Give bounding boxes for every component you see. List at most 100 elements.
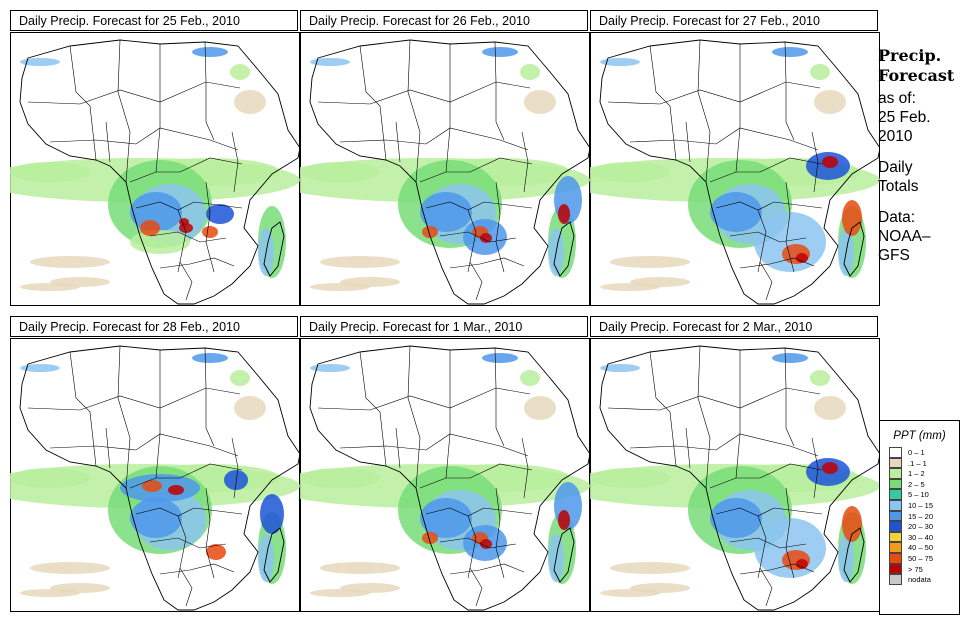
precip-blob: [320, 562, 400, 574]
legend-label: 20 – 30: [908, 522, 934, 532]
map-svg: [590, 32, 880, 306]
precip-blob: [796, 253, 808, 263]
precip-blob: [710, 192, 762, 232]
legend-item: 1 – 2: [889, 468, 959, 479]
country-border: [407, 345, 421, 489]
country-border: [339, 433, 529, 457]
precip-blob: [842, 200, 862, 236]
precip-blob: [142, 480, 162, 492]
country-border: [709, 157, 823, 183]
legend-item: 30 – 40: [889, 531, 959, 543]
country-border: [494, 347, 505, 447]
precip-blob: [10, 468, 90, 488]
precip-blob: [610, 562, 690, 574]
country-border: [155, 44, 161, 173]
country-border: [494, 41, 505, 141]
country-border: [449, 563, 525, 575]
precip-blob: [590, 162, 670, 182]
coastline: [19, 345, 300, 611]
precip-blob: [842, 506, 862, 542]
precip-field: [590, 353, 880, 597]
precip-blob: [202, 226, 218, 238]
country-border: [339, 127, 529, 151]
precip-blob: [524, 396, 556, 420]
madagascar-outline: [843, 527, 865, 583]
country-border: [521, 131, 529, 193]
forecast-panel-5: Daily Precip. Forecast for 1 Mar., 2010: [300, 316, 590, 612]
precip-blob: [260, 494, 284, 534]
side-caption: Precip. Forecast as of: 25 Feb. 2010 Dai…: [878, 46, 964, 265]
precip-blob: [814, 396, 846, 420]
map-svg: [590, 338, 880, 612]
legend-item: 0 – 1: [889, 447, 959, 458]
country-border: [205, 487, 215, 579]
legend-item: 2 – 5: [889, 478, 959, 490]
country-border: [811, 437, 819, 499]
precip-blob: [810, 370, 830, 386]
madagascar-outline: [553, 221, 575, 277]
precip-blob: [234, 90, 266, 114]
country-border: [495, 487, 505, 579]
precip-blob: [422, 226, 438, 238]
panel-title: Daily Precip. Forecast for 27 Feb., 2010: [590, 10, 878, 31]
precip-blob: [320, 256, 400, 268]
country-border: [759, 261, 773, 301]
country-border: [811, 131, 819, 193]
country-border: [445, 350, 451, 479]
legend-item: 50 – 75: [889, 552, 959, 564]
precip-blob: [524, 90, 556, 114]
country-border: [105, 121, 111, 163]
country-border: [419, 157, 533, 183]
precip-blob: [130, 230, 190, 254]
precip-map: [300, 338, 590, 612]
coastline: [19, 39, 300, 305]
as-of-label: as of:: [878, 90, 916, 107]
precip-blob: [600, 364, 640, 372]
precip-blob: [310, 364, 350, 372]
country-border: [105, 427, 111, 469]
country-border: [69, 351, 97, 467]
country-border: [495, 181, 505, 273]
country-border: [359, 45, 387, 161]
country-border: [735, 44, 741, 173]
precip-blob: [20, 283, 80, 291]
coastline: [309, 39, 590, 305]
precip-blob: [230, 370, 250, 386]
country-border: [467, 515, 477, 579]
country-border: [649, 351, 677, 467]
precip-blob: [230, 64, 250, 80]
country-border: [177, 209, 187, 273]
country-border: [179, 261, 193, 301]
country-border: [129, 463, 243, 489]
country-border: [784, 41, 795, 141]
country-border: [159, 257, 235, 269]
country-border: [685, 427, 691, 469]
precip-blob: [206, 204, 234, 224]
precip-blob: [310, 283, 370, 291]
legend-label: 50 – 75: [908, 553, 934, 563]
country-border: [449, 257, 525, 269]
legend-label: 0 – 1: [908, 448, 925, 457]
precip-map: [10, 338, 300, 612]
panel-title: Daily Precip. Forecast for 26 Feb., 2010: [300, 10, 588, 31]
precip-blob: [179, 218, 189, 226]
precip-blob: [224, 470, 248, 490]
country-border: [395, 121, 401, 163]
country-border: [117, 345, 131, 489]
precip-blob: [796, 559, 808, 569]
country-border: [27, 81, 241, 105]
legend-label: 15 – 20: [908, 511, 934, 521]
madagascar-outline: [263, 221, 285, 277]
legend-swatch: [889, 499, 902, 511]
country-border: [757, 209, 767, 273]
precip-blob: [300, 162, 380, 182]
precip-blob: [30, 256, 110, 268]
precip-blob: [772, 47, 808, 57]
precip-field: [10, 353, 300, 597]
country-border: [204, 347, 215, 447]
country-border: [49, 433, 239, 457]
country-border: [785, 487, 795, 579]
precip-blob: [30, 562, 110, 574]
data-source-line1: NOAA–: [878, 228, 931, 245]
